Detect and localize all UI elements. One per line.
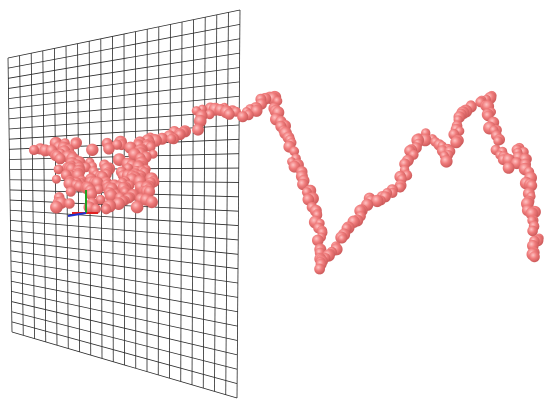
grid-column-line — [170, 24, 171, 378]
grid-column-line — [158, 27, 159, 375]
atom — [103, 143, 114, 154]
grid-column-line — [181, 22, 182, 382]
atom — [146, 196, 158, 208]
atom — [131, 201, 144, 214]
atom — [55, 153, 66, 164]
page: (() => { const NS = 'http://www.w3.org/2… — [0, 0, 550, 413]
atom — [503, 162, 515, 174]
atom — [192, 124, 204, 136]
viewer-canvas — [0, 0, 550, 413]
atom — [101, 204, 111, 214]
atom — [493, 136, 503, 146]
atom — [529, 251, 540, 262]
atom — [166, 134, 176, 144]
grid-column-line — [237, 10, 240, 398]
grid-column-line — [226, 12, 229, 394]
grid-column-line — [203, 17, 205, 388]
atom — [314, 264, 325, 275]
atom — [224, 109, 235, 120]
atom — [338, 234, 347, 243]
atom — [52, 175, 61, 184]
atom — [29, 145, 39, 155]
grid-column-line — [192, 20, 194, 385]
atom — [66, 187, 76, 197]
atom — [237, 111, 248, 122]
atom — [64, 198, 75, 209]
grid-column-line — [215, 15, 217, 392]
atom — [50, 201, 63, 214]
grid-column-line — [8, 58, 12, 332]
atom — [86, 144, 98, 156]
molecule — [29, 91, 544, 275]
atom — [440, 155, 452, 167]
